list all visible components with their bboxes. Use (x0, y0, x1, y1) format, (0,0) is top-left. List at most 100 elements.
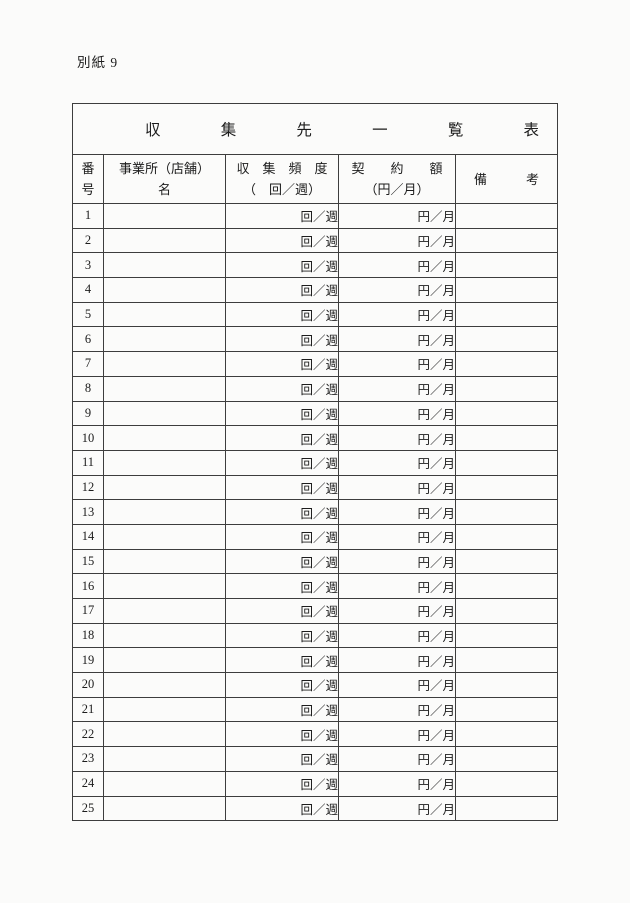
row-number-cell: 17 (72, 598, 104, 624)
remarks-cell (454, 696, 559, 723)
frequency-cell: 回／週 (225, 499, 339, 525)
remarks-cell (454, 721, 559, 748)
remarks-cell (454, 622, 559, 649)
frequency-cell: 回／週 (225, 598, 339, 624)
table-row: 16 回／週 円／月 (72, 573, 559, 599)
row-number-cell: 7 (72, 351, 104, 377)
header-line-2: 名 (157, 182, 171, 197)
amount-cell: 円／月 (338, 696, 456, 723)
column-header-frequency: 収 集 頻 度 （ 回／週） (225, 154, 339, 204)
row-number-cell: 11 (72, 449, 104, 476)
row-number-cell: 8 (72, 375, 104, 402)
row-number-cell: 24 (72, 770, 104, 797)
frequency-cell: 回／週 (225, 474, 339, 501)
row-number-cell: 3 (72, 252, 104, 279)
table-row: 15 回／週 円／月 (72, 548, 559, 575)
header-line-1: 備 考 (474, 171, 540, 187)
table-title-char: 収 (145, 122, 161, 139)
header-line-1: 番 (81, 161, 95, 176)
row-number-cell: 25 (72, 795, 104, 822)
business-name-cell (103, 301, 226, 328)
remarks-cell (454, 770, 559, 797)
column-header-text: 備 考 (457, 156, 557, 203)
remarks-cell (454, 400, 559, 427)
amount-cell: 円／月 (338, 499, 456, 525)
column-header-business-name: 事業所（店舗） 名 (103, 154, 226, 204)
remarks-cell (454, 252, 559, 279)
row-number-cell: 2 (72, 227, 104, 254)
table-title-row: 収集先一覧表 (71, 103, 559, 155)
row-number-cell: 19 (72, 647, 104, 674)
header-line-1: 契 約 額 (351, 161, 443, 176)
amount-cell: 円／月 (338, 400, 456, 427)
remarks-cell (454, 499, 559, 525)
amount-cell: 円／月 (338, 326, 456, 353)
amount-cell: 円／月 (338, 647, 456, 674)
amount-cell: 円／月 (338, 203, 456, 229)
frequency-cell: 回／週 (225, 277, 339, 303)
table-row: 7 回／週 円／月 (72, 351, 559, 377)
remarks-cell (454, 523, 559, 550)
amount-cell: 円／月 (338, 721, 456, 748)
header-line-1: 事業所（店舗） (118, 161, 210, 176)
table-row: 9 回／週 円／月 (72, 400, 559, 427)
column-header-amount: 契 約 額 （円／月） (338, 154, 456, 204)
business-name-cell (103, 647, 226, 674)
amount-cell: 円／月 (338, 622, 456, 649)
table-title-char: 表 (523, 122, 540, 139)
business-name-cell (103, 400, 226, 427)
header-line-2: 号 (81, 182, 95, 197)
table-row: 1 回／週 円／月 (72, 203, 559, 229)
business-name-cell (103, 203, 226, 229)
frequency-cell: 回／週 (225, 523, 339, 550)
amount-cell: 円／月 (338, 375, 456, 402)
collection-list-table: 収集先一覧表 番号事業所（店舗）名収 集 頻 度（ 回／週）契 約 額（円／月）… (71, 103, 559, 822)
amount-cell: 円／月 (338, 548, 456, 575)
amount-cell: 円／月 (338, 770, 456, 797)
business-name-cell (103, 499, 226, 525)
amount-cell: 円／月 (338, 474, 456, 501)
frequency-cell: 回／週 (225, 203, 339, 229)
business-name-cell (103, 449, 226, 476)
remarks-cell (454, 277, 559, 303)
row-number-cell: 13 (72, 499, 104, 525)
table-row: 17 回／週 円／月 (72, 598, 559, 624)
frequency-cell: 回／週 (225, 351, 339, 377)
business-name-cell (103, 351, 226, 377)
remarks-cell (454, 672, 559, 698)
table-title-char: 覧 (447, 122, 464, 139)
column-header-text: 契 約 額 （円／月） (340, 156, 455, 203)
column-header-text: 収 集 頻 度 （ 回／週） (227, 156, 338, 203)
frequency-cell: 回／週 (225, 795, 339, 822)
table-row: 25 回／週 円／月 (72, 795, 559, 822)
frequency-cell: 回／週 (225, 375, 339, 402)
business-name-cell (103, 425, 226, 451)
table-row: 23 回／週 円／月 (72, 746, 559, 772)
table-row: 3 回／週 円／月 (72, 252, 559, 279)
row-number-cell: 10 (72, 425, 104, 451)
column-header-remarks: 備 考 (454, 154, 559, 204)
table-title-cell: 収集先一覧表 (71, 103, 559, 155)
row-number-cell: 22 (72, 721, 104, 748)
table-title-char: 一 (372, 122, 388, 139)
business-name-cell (103, 252, 226, 279)
row-number-cell: 15 (72, 548, 104, 575)
row-number-cell: 1 (72, 203, 104, 229)
table-row: 22 回／週 円／月 (72, 721, 559, 748)
frequency-cell: 回／週 (225, 252, 339, 279)
frequency-cell: 回／週 (225, 696, 339, 723)
table-row: 12 回／週 円／月 (72, 474, 559, 501)
remarks-cell (454, 647, 559, 674)
business-name-cell (103, 696, 226, 723)
table-row: 18 回／週 円／月 (72, 622, 559, 649)
table-row: 24 回／週 円／月 (72, 770, 559, 797)
business-name-cell (103, 277, 226, 303)
amount-cell: 円／月 (338, 301, 456, 328)
frequency-cell: 回／週 (225, 301, 339, 328)
business-name-cell (103, 770, 226, 797)
frequency-cell: 回／週 (225, 573, 339, 599)
row-number-cell: 5 (72, 301, 104, 328)
column-header-number: 番号 (72, 154, 104, 204)
amount-cell: 円／月 (338, 449, 456, 476)
